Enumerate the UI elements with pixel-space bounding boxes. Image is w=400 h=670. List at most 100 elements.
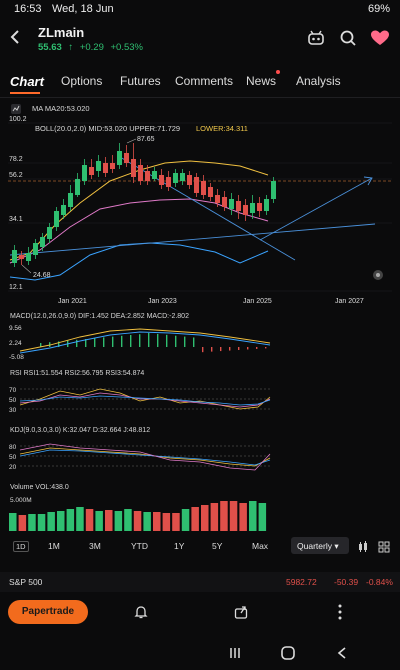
rsi-chart: 70 50 30	[0, 383, 400, 418]
papertrade-button[interactable]: Papertrade	[8, 600, 88, 624]
battery-level: 69%	[367, 3, 390, 15]
tab-analysis[interactable]: Analysis	[296, 74, 341, 88]
candle	[131, 159, 136, 177]
layout-grid-icon[interactable]	[378, 540, 390, 558]
range-3m[interactable]: 3M	[89, 541, 101, 551]
candle	[236, 201, 241, 211]
recent-apps-icon[interactable]	[228, 646, 242, 665]
macd-tick-label: 9.56	[9, 325, 22, 332]
volume-label: Volume VOL:438.0	[10, 484, 69, 491]
candle	[75, 179, 80, 195]
price-change-pct: +0.53%	[110, 42, 144, 53]
price-chart[interactable]: 100.2 78.2 56.2 34.1 12.1 Jan 2021 Jan 2023 Ja…	[0, 115, 400, 305]
macd-bar	[49, 342, 51, 347]
volume-bar	[229, 501, 238, 531]
range-ytd[interactable]: YTD	[131, 541, 148, 551]
candle	[250, 203, 255, 213]
range-1d[interactable]: 1D	[13, 541, 29, 552]
boll-lower-label: LOWER:34.311	[196, 124, 248, 133]
back-arrow-icon[interactable]	[8, 28, 22, 46]
kdj-label: KDJ(9.0,3.0,3.0) K:32.047 D:32.664 J:48.…	[10, 427, 151, 434]
alert-bell-icon[interactable]	[133, 604, 149, 625]
macd-tick-label: -5.08	[9, 354, 24, 361]
volume-bar	[162, 513, 171, 531]
rsi-label: RSI RSI1:51.554 RSI2:56.795 RSI3:54.874	[10, 370, 145, 377]
interval-dropdown[interactable]: Quarterly ▾	[291, 537, 349, 554]
candle	[180, 173, 185, 181]
tab-chart[interactable]: Chart	[10, 74, 44, 89]
macd-bar	[94, 338, 96, 347]
price-arrow: ↑	[68, 42, 74, 53]
candle	[103, 163, 108, 173]
tab-futures[interactable]: Futures	[120, 74, 161, 88]
volume-bar	[220, 501, 228, 531]
range-5y[interactable]: 5Y	[212, 541, 223, 551]
volume-bar	[133, 511, 142, 531]
candle	[257, 203, 262, 211]
trendline-support	[9, 223, 376, 256]
macd-bar	[139, 334, 141, 347]
volume-bar	[201, 505, 209, 531]
range-1y[interactable]: 1Y	[174, 541, 185, 551]
tab-options[interactable]: Options	[61, 74, 103, 88]
tab-comments[interactable]: Comments	[175, 74, 234, 88]
macd-bar	[40, 343, 42, 347]
search-icon[interactable]	[338, 28, 358, 48]
favorite-heart-icon[interactable]	[370, 28, 390, 48]
share-icon[interactable]	[233, 604, 249, 625]
macd-bar	[256, 347, 258, 349]
volume-bar	[153, 512, 161, 531]
candle	[208, 187, 213, 197]
news-notification-dot	[276, 70, 280, 74]
candle	[61, 205, 66, 215]
candles	[12, 143, 276, 267]
bot-icon[interactable]	[306, 28, 326, 48]
volume-bar	[172, 513, 180, 531]
candle	[54, 211, 59, 227]
x-tick-label: Jan 2021	[58, 298, 87, 305]
price-summary: 55.63 ↑ +0.29 +0.53%	[38, 42, 143, 53]
ticker-value: 5982.72	[286, 577, 317, 587]
candlestick-chart-svg[interactable]: 100.278.256.234.112.1 Jan 2021 Jan 2023 Ja…	[0, 115, 400, 305]
tab-news[interactable]: News	[246, 74, 277, 88]
active-tab-indicator	[10, 92, 40, 94]
ma-settings-icon[interactable]	[10, 102, 22, 120]
candle	[117, 151, 122, 165]
candle	[47, 227, 52, 239]
candle-style-icon[interactable]	[357, 540, 369, 558]
volume-bar	[105, 510, 113, 531]
volume-bar	[76, 507, 84, 531]
volume-bar	[66, 509, 75, 531]
candle	[173, 173, 178, 183]
range-max[interactable]: Max	[252, 541, 269, 551]
candle	[201, 181, 206, 195]
trendline-arrow	[363, 176, 373, 186]
volume-bar	[258, 503, 267, 531]
candle	[222, 197, 227, 207]
volume-bar	[9, 513, 17, 531]
x-axis-ticks: Jan 2021 Jan 2023 Jan 2025 Jan 2027	[58, 298, 364, 305]
candle	[187, 175, 192, 185]
candle	[194, 177, 199, 193]
system-back-icon[interactable]	[336, 646, 348, 665]
volume-bar	[249, 501, 257, 531]
y-tick-label: 12.1	[9, 284, 23, 291]
volume-bar	[28, 514, 36, 531]
index-ticker[interactable]: S&P 500 5982.72 -50.39 -0.84%	[0, 572, 400, 592]
x-tick-label: Jan 2025	[243, 298, 272, 305]
more-options-icon[interactable]	[336, 603, 344, 626]
candle	[19, 255, 24, 259]
y-tick-label: 56.2	[9, 172, 23, 179]
status-date: Wed, 18 Jun	[52, 3, 114, 15]
macd-bar	[184, 336, 186, 347]
kdj-tick-label: 50	[9, 454, 17, 461]
interval-value: Quarterly	[297, 541, 332, 551]
volume-bar	[114, 511, 123, 531]
home-icon[interactable]	[280, 645, 296, 666]
volume-bar	[85, 509, 94, 531]
range-1m[interactable]: 1M	[48, 541, 60, 551]
macd-chart: 9.56 2.24 -5.08	[0, 323, 400, 361]
candle	[82, 165, 87, 181]
volume-bar	[57, 511, 65, 531]
candle	[124, 153, 129, 163]
